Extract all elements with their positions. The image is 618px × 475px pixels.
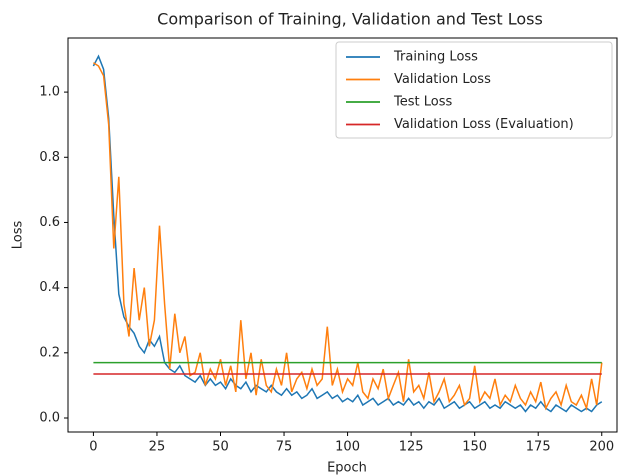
y-tick-label: 0.2	[39, 345, 60, 360]
x-tick-label: 125	[399, 440, 424, 455]
series-line	[93, 62, 603, 411]
chart-title: Comparison of Training, Validation and T…	[157, 10, 543, 29]
y-tick-label: 0.8	[39, 150, 60, 165]
y-tick-label: 1.0	[39, 85, 60, 100]
y-tick-label: 0.6	[39, 215, 60, 230]
x-tick-label: 50	[212, 440, 229, 455]
legend-label: Test Loss	[393, 95, 452, 110]
x-tick-label: 175	[526, 440, 551, 455]
plot-frame	[67, 37, 618, 433]
legend-box	[335, 41, 613, 139]
x-tick-label: 25	[149, 440, 166, 455]
legend-label: Validation Loss	[394, 72, 491, 87]
legend-label: Training Loss	[393, 50, 478, 65]
legend-label: Validation Loss (Evaluation)	[394, 117, 574, 132]
y-tick-label: 0.4	[39, 280, 60, 295]
x-tick-label: 100	[335, 440, 360, 455]
y-axis-label: Loss	[11, 221, 26, 250]
x-tick-label: 200	[589, 440, 614, 455]
series-line	[92, 54, 603, 413]
x-tick-label: 150	[462, 440, 487, 455]
x-tick-label: 75	[276, 440, 293, 455]
x-tick-label: 0	[89, 440, 97, 455]
x-axis-label: Epoch	[327, 461, 367, 475]
y-tick-label: 0.0	[39, 410, 60, 425]
